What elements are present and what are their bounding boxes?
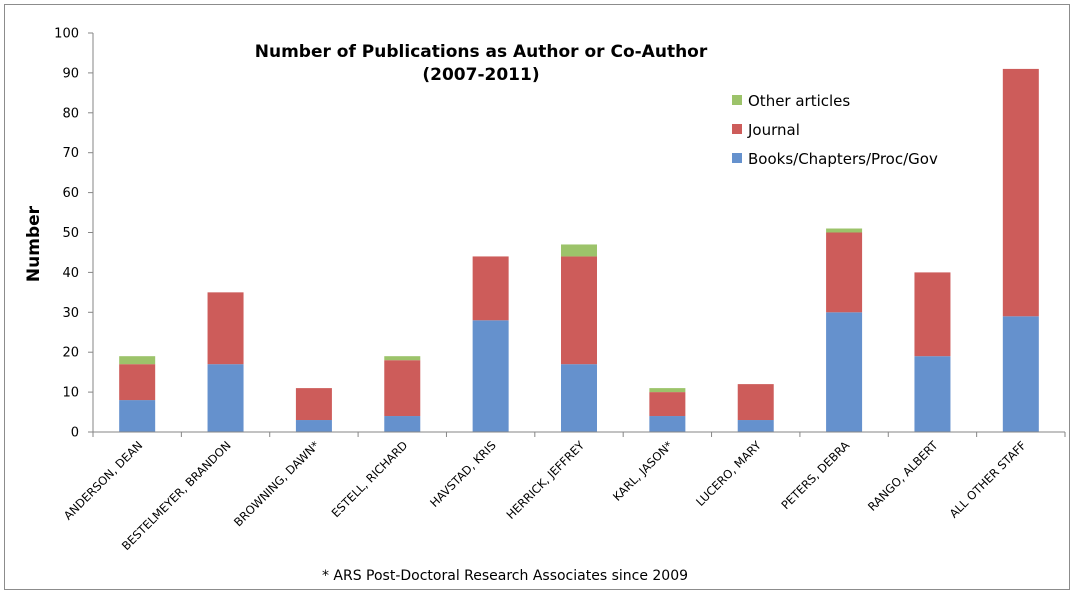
y-tick-label: 60 — [62, 186, 79, 201]
bar-segment — [472, 256, 509, 321]
y-axis-label: Number — [24, 205, 44, 282]
bar-segment — [295, 420, 332, 432]
x-tick-label: PETERS, DEBRA — [778, 438, 852, 512]
bar-segment — [207, 292, 244, 365]
bar-segment — [561, 364, 597, 432]
legend-swatch — [732, 124, 742, 134]
y-tick-label: 90 — [62, 66, 79, 81]
x-tick-label: ESTELL, RICHARD — [329, 438, 411, 520]
x-tick-label: RANGO, ALBERT — [865, 438, 941, 514]
bar-segment — [826, 232, 863, 313]
legend-label: Books/Chapters/Proc/Gov — [748, 150, 938, 168]
legend-label: Other articles — [748, 92, 850, 110]
bar-segment — [561, 256, 597, 365]
y-axis-ticks: 0 10 20 30 40 50 60 70 80 90 100 — [54, 27, 93, 441]
bar-segment — [384, 416, 421, 432]
y-tick-label: 100 — [54, 27, 79, 42]
y-tick-label: 20 — [62, 346, 79, 361]
legend: Other articles Journal Books/Chapters/Proc… — [732, 92, 938, 168]
bar-segment — [119, 356, 156, 365]
y-tick-label: 70 — [62, 146, 79, 161]
bar-segment — [561, 244, 597, 257]
bar-segment — [737, 384, 774, 421]
bar-segment — [649, 392, 686, 417]
x-tick-label: LUCERO, MARY — [693, 438, 764, 509]
bar-segment — [207, 364, 244, 432]
footnote: * ARS Post-Doctoral Research Associates … — [322, 568, 688, 584]
axes — [92, 33, 1066, 437]
y-tick-label: 50 — [62, 226, 79, 241]
x-tick-label: ANDERSON, DEAN — [61, 438, 145, 522]
y-tick-label: 10 — [62, 386, 79, 401]
bar-segment — [914, 272, 951, 357]
bar-segment — [649, 388, 686, 393]
bar-segment — [384, 356, 421, 361]
chart-title: Number of Publications as Author or Co-A… — [255, 42, 708, 85]
bar-segment — [119, 400, 156, 432]
chart-subtitle: (2007-2011) — [422, 65, 539, 85]
legend-label: Journal — [747, 121, 800, 139]
x-tick-label: KARL, JASON* — [610, 438, 676, 504]
bar-segment — [1002, 68, 1039, 317]
legend-swatch — [732, 153, 742, 163]
bar-segment — [1002, 316, 1039, 432]
x-tick-label: HERRICK, JEFFREY — [503, 438, 587, 522]
bar-segment — [914, 356, 951, 432]
bar-segment — [649, 416, 686, 432]
stacked-bar-chart: Number of Publications as Author or Co-A… — [24, 27, 1066, 584]
y-tick-label: 30 — [62, 306, 79, 321]
bar-segment — [737, 420, 774, 432]
chart-frame: Number of Publications as Author or Co-A… — [4, 4, 1070, 590]
bar-segment — [826, 312, 863, 432]
y-tick-label: 40 — [62, 266, 79, 281]
y-tick-label: 0 — [71, 426, 79, 441]
y-tick-label: 80 — [62, 106, 79, 121]
chart-title-line1: Number of Publications as Author or Co-A… — [255, 42, 708, 62]
bars — [119, 68, 1039, 432]
x-tick-label: HAVSTAD, KRIS — [427, 438, 499, 510]
bar-segment — [826, 228, 863, 233]
x-tick-label: BROWNING, DAWN* — [231, 438, 322, 529]
bar-segment — [384, 360, 421, 417]
bar-segment — [295, 388, 332, 421]
bar-segment — [472, 320, 509, 432]
bar-segment — [119, 364, 156, 401]
x-tick-label: ALL OTHER STAFF — [947, 438, 1029, 520]
legend-swatch — [732, 95, 742, 105]
